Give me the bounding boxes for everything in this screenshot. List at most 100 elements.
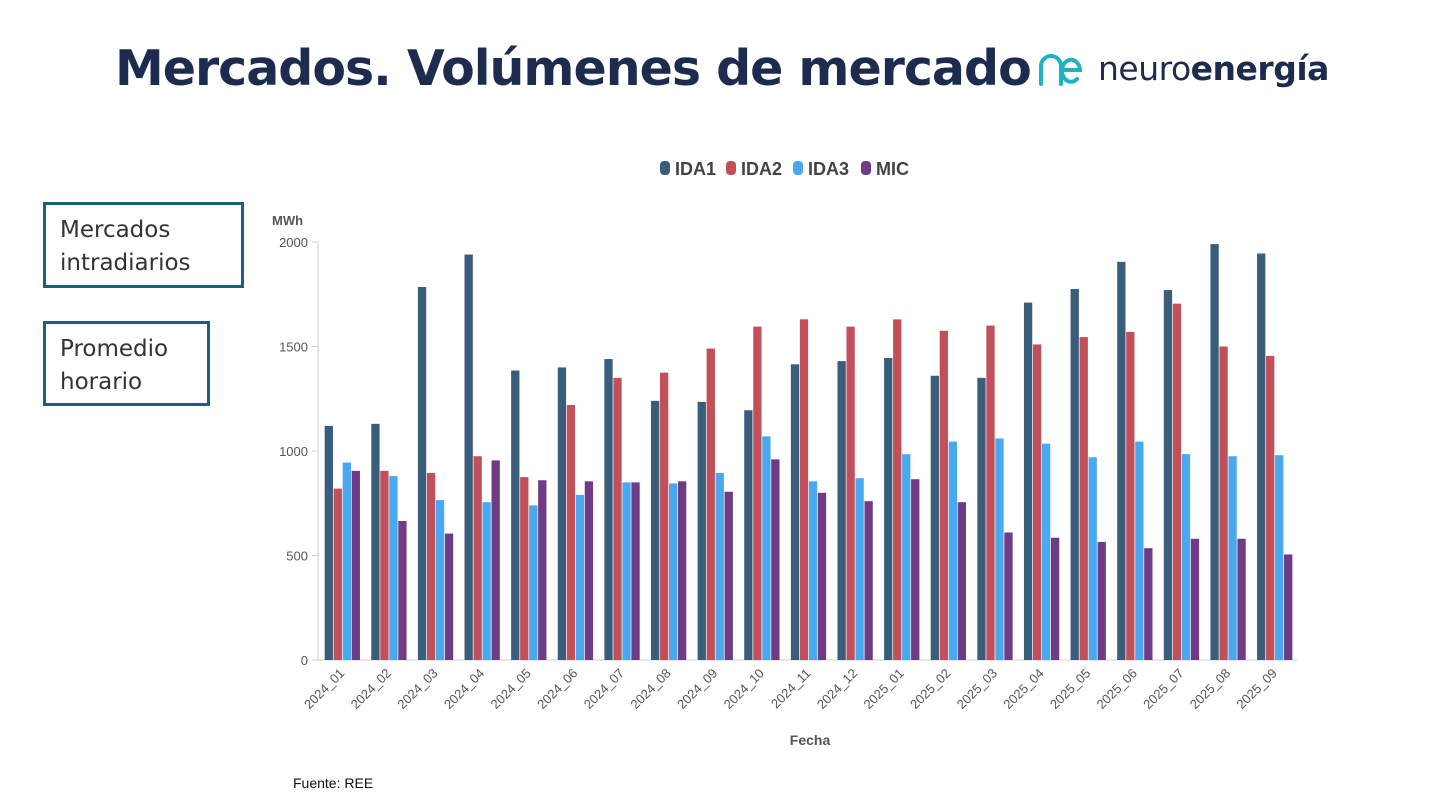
bar-ida3-2024_10	[762, 436, 771, 660]
bar-ida3-2024_08	[668, 483, 678, 660]
bar-ida3-2025_02	[948, 441, 958, 660]
y-tick-label: 1500	[279, 340, 308, 355]
legend-label-ida3: IDA3	[808, 159, 849, 179]
bar-ida3-2024_11	[808, 481, 818, 660]
x-tick-label: 2025_09	[1233, 666, 1279, 712]
legend-label-ida1: IDA1	[675, 159, 716, 179]
x-tick-label: 2025_08	[1187, 666, 1233, 712]
x-tick-label: 2024_07	[581, 666, 627, 712]
bar-mic-2024_03	[444, 533, 454, 660]
bar-ida1-2024_12	[837, 361, 846, 660]
bar-ida2-2025_03	[986, 325, 995, 660]
bar-ida3-2025_05	[1088, 457, 1097, 660]
x-tick-label: 2024_12	[814, 666, 860, 712]
label-box-hourly-average: Promedio horario	[43, 321, 210, 406]
bar-mic-2024_04	[491, 460, 500, 660]
bar-ida1-2025_04	[1023, 302, 1033, 660]
bar-ida1-2024_09	[697, 401, 706, 660]
bar-ida2-2024_08	[659, 372, 669, 660]
bar-mic-2024_08	[677, 481, 687, 660]
logo-wordmark: neuroenergía	[1098, 49, 1329, 88]
x-axis-label: Fecha	[790, 732, 831, 748]
bar-ida3-2024_03	[435, 500, 445, 660]
y-tick-label: 0	[301, 653, 308, 668]
bar-mic-2025_06	[1144, 548, 1153, 660]
brand-logo: neuroenergía	[1038, 44, 1329, 92]
x-tick-label: 2024_10	[721, 666, 767, 712]
x-tick-label: 2025_06	[1094, 666, 1140, 712]
ne-logo-icon	[1039, 54, 1083, 86]
bar-ida1-2024_07	[604, 359, 613, 660]
bar-mic-2025_02	[957, 502, 967, 660]
bar-ida3-2024_07	[622, 482, 631, 660]
bar-mic-2024_09	[724, 491, 733, 660]
bar-ida1-2025_06	[1117, 261, 1126, 660]
bar-ida2-2025_07	[1172, 303, 1182, 660]
bar-ida3-2025_08	[1228, 456, 1237, 660]
bar-ida1-2024_02	[371, 423, 380, 660]
bar-ida1-2025_07	[1163, 290, 1173, 660]
bar-ida2-2024_03	[426, 472, 436, 660]
bar-ida1-2024_11	[790, 364, 800, 660]
bar-ida1-2024_04	[464, 254, 473, 661]
bar-ida3-2024_06	[575, 494, 585, 660]
x-tick-label: 2025_03	[954, 666, 1000, 712]
bar-ida3-2025_01	[902, 454, 911, 660]
bar-ida1-2025_08	[1210, 244, 1219, 660]
bar-mic-2025_05	[1097, 541, 1106, 660]
bar-mic-2025_09	[1284, 554, 1293, 660]
bar-ida2-2024_09	[706, 348, 715, 660]
bar-ida3-2024_02	[389, 476, 398, 660]
bar-mic-2024_05	[538, 480, 547, 660]
bar-ida2-2024_10	[753, 326, 762, 660]
bar-mic-2025_07	[1190, 538, 1200, 660]
bar-ida2-2025_02	[939, 330, 949, 660]
legend-swatch-ida2	[726, 161, 736, 175]
bar-ida2-2025_01	[893, 319, 902, 660]
bar-ida2-2024_01	[333, 488, 342, 660]
bar-ida1-2024_06	[557, 367, 567, 660]
x-tick-label: 2024_02	[348, 666, 394, 712]
bar-mic-2025_04	[1050, 537, 1060, 660]
bar-ida2-2025_08	[1219, 346, 1228, 660]
bar-mic-2024_01	[351, 470, 360, 660]
source-note: Fuente: REE	[293, 775, 374, 791]
bar-ida3-2024_05	[529, 505, 538, 660]
bar-ida1-2024_08	[650, 400, 660, 660]
x-tick-label: 2024_11	[768, 666, 814, 712]
legend-swatch-ida3	[793, 161, 803, 175]
bar-ida3-2024_01	[342, 462, 351, 660]
bar-mic-2024_07	[631, 482, 640, 660]
bar-ida2-2024_05	[520, 477, 529, 660]
bar-ida3-2024_04	[482, 502, 491, 660]
legend-swatch-ida1	[660, 161, 670, 175]
y-axis-label: MWh	[272, 213, 303, 228]
bar-ida3-2025_06	[1135, 441, 1144, 660]
x-tick-label: 2024_01	[301, 666, 347, 712]
bar-mic-2025_01	[911, 479, 920, 660]
x-tick-label: 2024_06	[534, 666, 580, 712]
logo-prefix: neuro	[1098, 48, 1191, 88]
bar-ida3-2025_07	[1181, 454, 1191, 660]
bar-mic-2024_06	[584, 481, 594, 660]
bar-ida1-2025_03	[977, 377, 986, 660]
bar-ida2-2025_04	[1032, 344, 1042, 660]
bar-ida1-2025_09	[1257, 253, 1266, 660]
bar-mic-2025_03	[1004, 532, 1013, 660]
bar-ida2-2025_06	[1126, 331, 1135, 660]
bar-mic-2024_12	[864, 501, 873, 660]
bar-ida2-2025_09	[1266, 355, 1275, 660]
bar-ida2-2024_12	[846, 326, 855, 660]
bar-ida2-2024_11	[799, 319, 809, 660]
bar-ida1-2025_05	[1070, 289, 1079, 660]
label-box-intraday: Mercados intradiarios	[43, 202, 244, 288]
bar-ida2-2024_06	[566, 405, 576, 660]
x-tick-label: 2024_05	[488, 666, 534, 712]
bar-ida3-2025_04	[1041, 443, 1051, 660]
bar-ida1-2025_02	[930, 375, 940, 660]
x-tick-label: 2024_09	[674, 666, 720, 712]
page-title: Mercados. Volúmenes de mercado	[115, 40, 1032, 97]
bar-ida1-2024_01	[324, 425, 333, 660]
legend-swatch-mic	[861, 161, 871, 175]
bar-mic-2024_02	[398, 521, 407, 660]
